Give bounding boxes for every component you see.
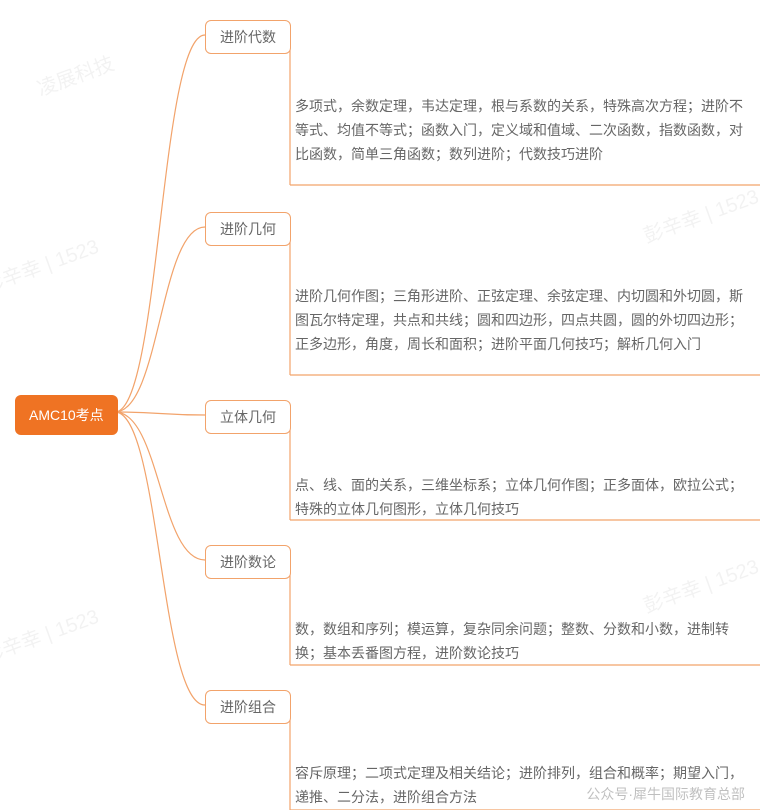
branch-desc-algebra: 多项式，余数定理，韦达定理，根与系数的关系，特殊高次方程；进阶不等式、均值不等式… <box>295 95 755 166</box>
branch-node-geometry[interactable]: 进阶几何 <box>205 212 291 246</box>
branch-label: 立体几何 <box>220 409 276 425</box>
branch-node-number-theory[interactable]: 进阶数论 <box>205 545 291 579</box>
branch-node-solid[interactable]: 立体几何 <box>205 400 291 434</box>
branch-desc-geometry: 进阶几何作图；三角形进阶、正弦定理、余弦定理、内切圆和外切圆，斯图瓦尔特定理，共… <box>295 285 755 356</box>
mindmap-canvas: 凌展科技 彭辛幸 | 1523 彭辛幸 | 1523 彭辛幸 | 1523 彭辛… <box>0 0 775 810</box>
watermark: 彭辛幸 | 1523 <box>0 600 102 669</box>
branch-desc-number-theory: 数，数组和序列；模运算，复杂同余问题；整数、分数和小数，进制转换；基本丢番图方程… <box>295 618 755 666</box>
watermark: 彭辛幸 | 1523 <box>639 180 762 249</box>
watermark: 彭辛幸 | 1523 <box>639 550 762 619</box>
branch-desc-solid: 点、线、面的关系，三维坐标系；立体几何作图；正多面体，欧拉公式；特殊的立体几何图… <box>295 474 755 522</box>
branch-node-algebra[interactable]: 进阶代数 <box>205 20 291 54</box>
branch-label: 进阶数论 <box>220 554 276 570</box>
branch-node-combinatorics[interactable]: 进阶组合 <box>205 690 291 724</box>
root-node[interactable]: AMC10考点 <box>15 395 118 435</box>
watermark: 凌展科技 <box>32 47 117 102</box>
root-label: AMC10考点 <box>29 407 104 423</box>
branch-label: 进阶几何 <box>220 221 276 237</box>
branch-label: 进阶代数 <box>220 29 276 45</box>
footer-watermark: 公众号·犀牛国际教育总部 <box>586 784 745 804</box>
watermark: 彭辛幸 | 1523 <box>0 230 102 299</box>
branch-label: 进阶组合 <box>220 699 276 715</box>
